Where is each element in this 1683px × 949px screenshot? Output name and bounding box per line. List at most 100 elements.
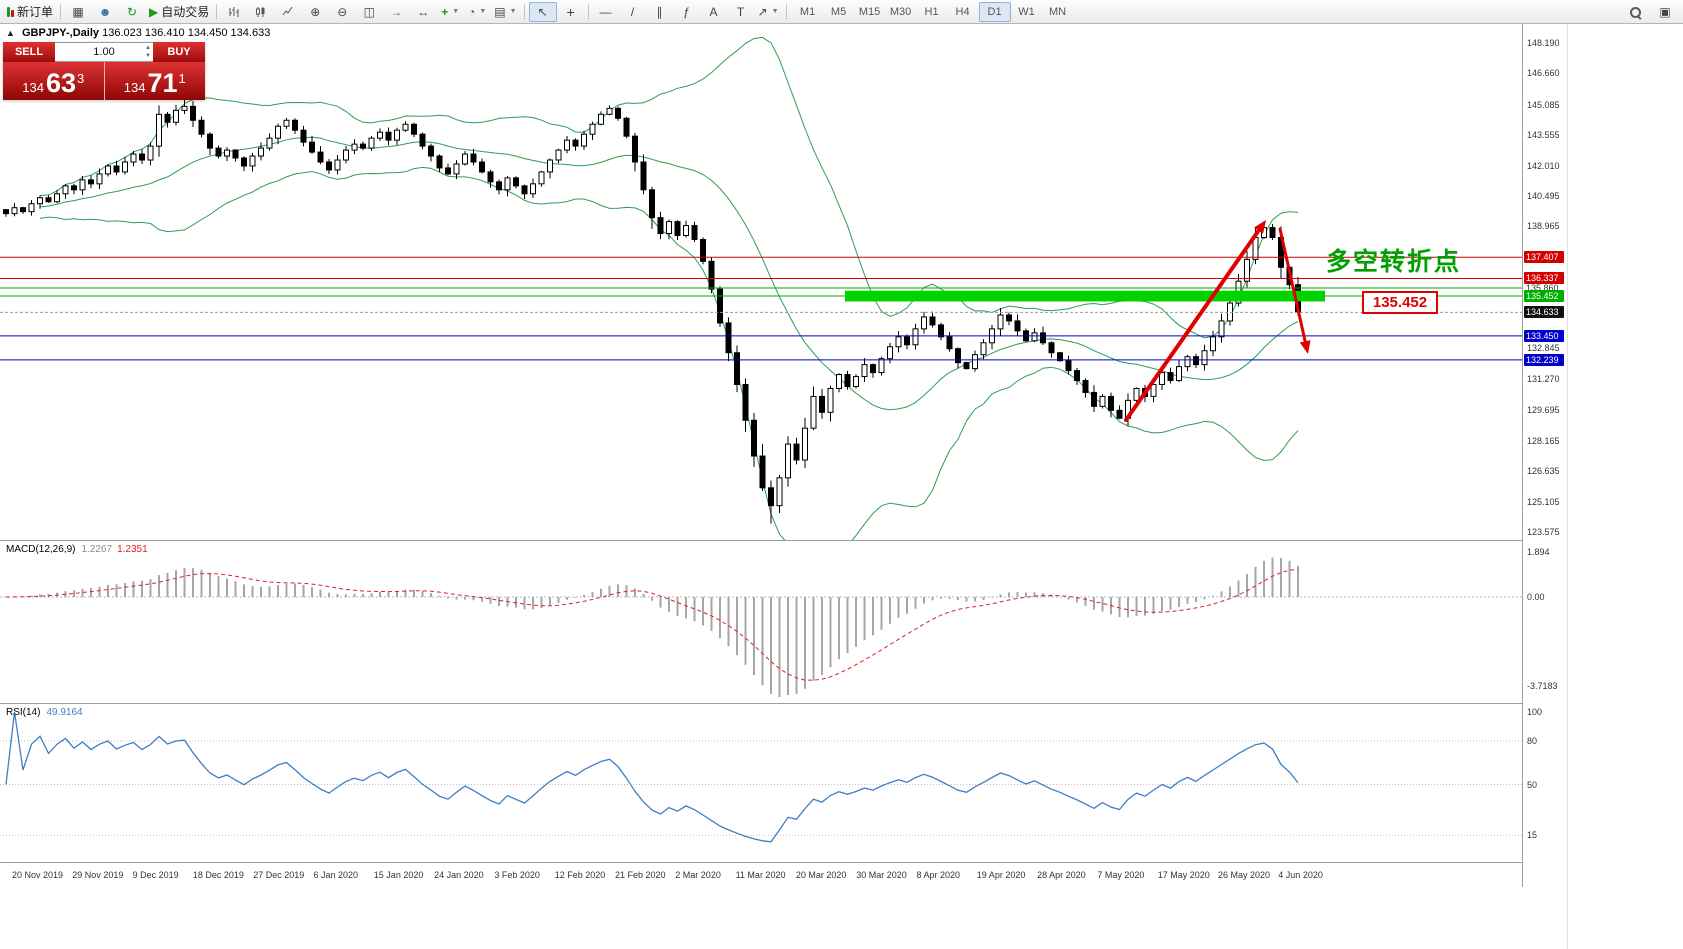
add-indicator-icon: + [441, 4, 449, 19]
price-tick: 123.575 [1527, 527, 1560, 537]
label-button[interactable]: T [728, 2, 754, 22]
date-label: 12 Feb 2020 [554, 870, 606, 880]
separator [60, 4, 62, 19]
date-label: 27 Dec 2019 [253, 870, 305, 880]
timeframe-mn-button[interactable]: MN [1048, 5, 1067, 18]
dropdown-icon: ▼ [509, 8, 517, 15]
price-tick: 145.085 [1527, 99, 1560, 110]
label-icon: T [736, 4, 745, 19]
search-button[interactable] [1622, 2, 1648, 22]
volume-spinner[interactable]: ▲ ▼ [145, 44, 151, 60]
spinner-up-icon[interactable]: ▲ [145, 45, 151, 51]
pane-divider[interactable] [0, 540, 1567, 541]
arrow-tool-icon: ↗ [757, 4, 768, 19]
crosshair-icon: + [566, 3, 575, 20]
buy-price[interactable]: 134 71 1 [103, 62, 205, 100]
buy-button[interactable]: BUY [153, 42, 205, 62]
rsi-name: RSI(14) [6, 707, 41, 718]
date-label: 30 Mar 2020 [856, 870, 907, 880]
candle-chart-icon [256, 6, 265, 17]
profile-icon: ☻ [98, 4, 112, 19]
timeframe-group: M1 M5 M15 M30 H1 H4 D1 W1 MN [793, 1, 1073, 22]
date-label: 4 Jun 2020 [1278, 870, 1323, 880]
line-chart-type-button[interactable] [275, 2, 301, 22]
price-tick: 146.660 [1527, 68, 1560, 79]
price-tick: 143.555 [1527, 130, 1560, 141]
trendline-button[interactable]: / [620, 2, 646, 22]
volume-input[interactable]: 1.00 ▲ ▼ [55, 42, 153, 62]
main-chart[interactable] [0, 24, 1522, 540]
macd-axis-label: 1.894 [1527, 546, 1550, 557]
autotrading-button[interactable]: ▶ 自动交易 [146, 2, 212, 22]
crosshair-button[interactable]: + [558, 2, 584, 22]
channel-button[interactable]: ∥ [647, 2, 673, 22]
price-tick: 142.010 [1527, 160, 1560, 171]
zoom-out-button[interactable]: ⊖ [329, 2, 355, 22]
timeframe-m30-button[interactable]: M30 [889, 5, 912, 18]
horizontal-line-button[interactable]: — [593, 2, 619, 22]
ohlc-values: 136.023 136.410 134.450 134.633 [102, 27, 271, 39]
macd-chart[interactable] [0, 541, 1522, 703]
cursor-button[interactable]: ↖ [528, 1, 557, 22]
macd-axis-label: 0.00 [1527, 592, 1545, 602]
sell-button[interactable]: SELL [3, 42, 55, 62]
timeframe-d1-button[interactable]: D1 [978, 1, 1011, 22]
timeframe-h1-button[interactable]: H1 [924, 5, 939, 18]
window-list-icon: ▣ [1659, 5, 1671, 19]
templates-button[interactable]: ▤ ▼ [491, 2, 519, 22]
fibonacci-button[interactable]: ƒ [674, 2, 700, 22]
timeframe-h4-button[interactable]: H4 [955, 5, 970, 18]
pane-divider[interactable] [0, 703, 1567, 704]
cursor-icon: ↖ [537, 4, 548, 19]
chart-window: 148.190 146.660 145.085 143.555 142.010 140.4… [0, 24, 1568, 949]
date-label: 15 Jan 2020 [373, 870, 424, 880]
time-axis[interactable]: 20 Nov 2019 29 Nov 2019 9 Dec 2019 18 Dec 2… [0, 864, 1522, 890]
period-dropdown-button[interactable]: ◔ ▼ [464, 2, 490, 22]
rsi-chart[interactable] [0, 704, 1522, 862]
date-label: 19 Apr 2020 [976, 870, 1026, 880]
line-chart-icon [282, 6, 293, 15]
bar-chart-type-button[interactable] [221, 2, 247, 22]
price-tag-133.450: 133.450 [1524, 329, 1564, 342]
price-tag-132.239: 132.239 [1524, 353, 1564, 366]
separator [587, 4, 589, 19]
date-label: 11 Mar 2020 [735, 870, 786, 880]
rsi-axis-label: 80 [1527, 736, 1538, 746]
timeframe-m1-button[interactable]: M1 [799, 5, 816, 18]
tile-windows-icon: ◫ [363, 4, 375, 19]
price-tick: 131.270 [1527, 374, 1560, 385]
arrows-tool-button[interactable]: ↗ ▼ [755, 2, 782, 22]
price-axis[interactable]: 148.190 146.660 145.085 143.555 142.010 140.4… [1522, 24, 1568, 887]
buy-price-sup: 1 [178, 71, 186, 86]
text-button[interactable]: A [701, 2, 727, 22]
date-label: 24 Jan 2020 [434, 870, 484, 880]
tile-windows-button[interactable]: ◫ [356, 2, 382, 22]
price-tick: 126.635 [1527, 466, 1560, 477]
charts-window-button[interactable]: ▦ [65, 2, 91, 22]
chart-shift-button[interactable]: ↔ [410, 2, 436, 22]
date-label: 7 May 2020 [1097, 870, 1145, 880]
toolbar: 新订单 ▦ ☻ ↻ ▶ 自动交易 ⊕ ⊖ ◫ → ↔ + ▼ ◔ ▼ ▤ ▼ ↖ + … [0, 0, 1683, 24]
rsi-value: 49.9164 [46, 707, 83, 718]
auto-scroll-button[interactable]: → [383, 2, 409, 22]
timeframe-w1-button[interactable]: W1 [1018, 5, 1035, 18]
price-level-annotation[interactable]: 135.452 [1362, 291, 1438, 314]
zoom-in-button[interactable]: ⊕ [302, 2, 328, 22]
window-list-button[interactable]: ▣ [1652, 2, 1678, 22]
rsi-axis-label: 15 [1527, 830, 1538, 841]
oneclick-collapse-icon[interactable]: ▲ [6, 28, 15, 38]
profile-button[interactable]: ☻ [92, 2, 118, 22]
sell-price[interactable]: 134 63 3 [3, 62, 104, 100]
refresh-button[interactable]: ↻ [119, 2, 145, 22]
candle-chart-type-button[interactable] [248, 2, 274, 22]
add-indicator-button[interactable]: + ▼ [437, 2, 463, 22]
price-tag-136.337: 136.337 [1524, 272, 1564, 285]
pane-divider[interactable] [0, 862, 1567, 863]
date-label: 6 Jan 2020 [313, 870, 359, 880]
turning-point-annotation[interactable]: 多空转折点 [1326, 248, 1462, 276]
fibonacci-icon: ƒ [683, 4, 690, 19]
timeframe-m15-button[interactable]: M15 [858, 5, 881, 18]
timeframe-m5-button[interactable]: M5 [830, 5, 847, 18]
new-order-button[interactable]: 新订单 [4, 2, 56, 22]
spinner-down-icon[interactable]: ▼ [145, 53, 151, 59]
